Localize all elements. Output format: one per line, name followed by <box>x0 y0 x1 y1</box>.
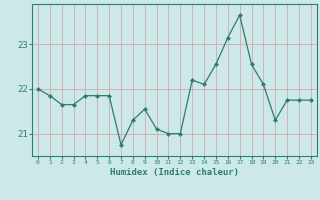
X-axis label: Humidex (Indice chaleur): Humidex (Indice chaleur) <box>110 168 239 177</box>
